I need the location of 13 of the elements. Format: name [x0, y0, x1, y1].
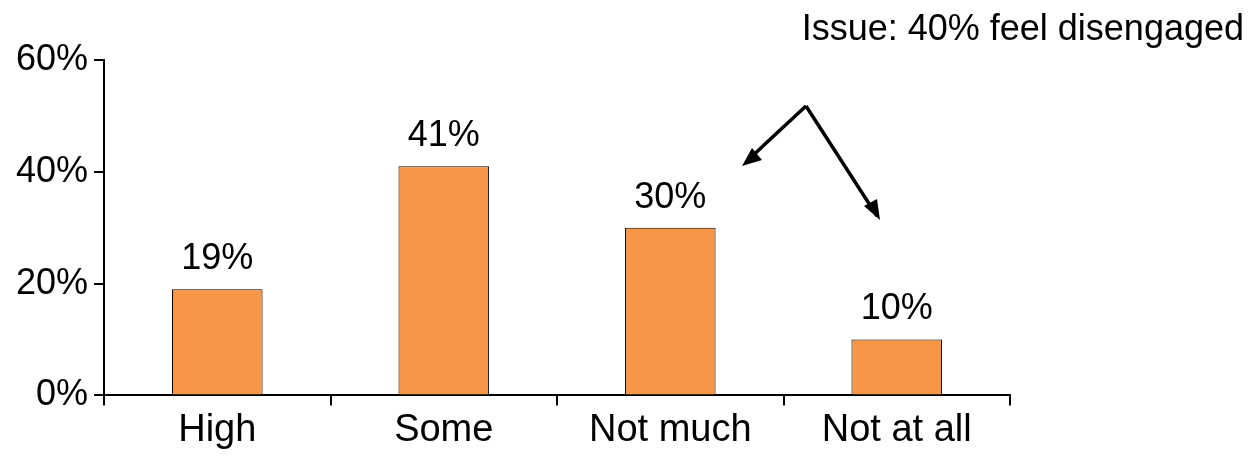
x-tick-label: Not much [588, 406, 752, 449]
y-tick-label: 0% [36, 372, 89, 414]
x-tick-label: High [178, 406, 257, 449]
data-label: 19% [181, 236, 254, 278]
data-label: 10% [860, 286, 933, 328]
x-tick-label: Not at all [821, 406, 972, 449]
y-tick-label: 60% [15, 36, 89, 78]
data-label: 41% [407, 113, 480, 155]
text: Issue: 40% feel disengaged [801, 6, 1244, 48]
data-label: 30% [634, 174, 707, 216]
y-tick-label: 20% [15, 260, 89, 302]
y-tick-label: 40% [15, 148, 89, 190]
x-tick-label: Some [394, 406, 494, 449]
